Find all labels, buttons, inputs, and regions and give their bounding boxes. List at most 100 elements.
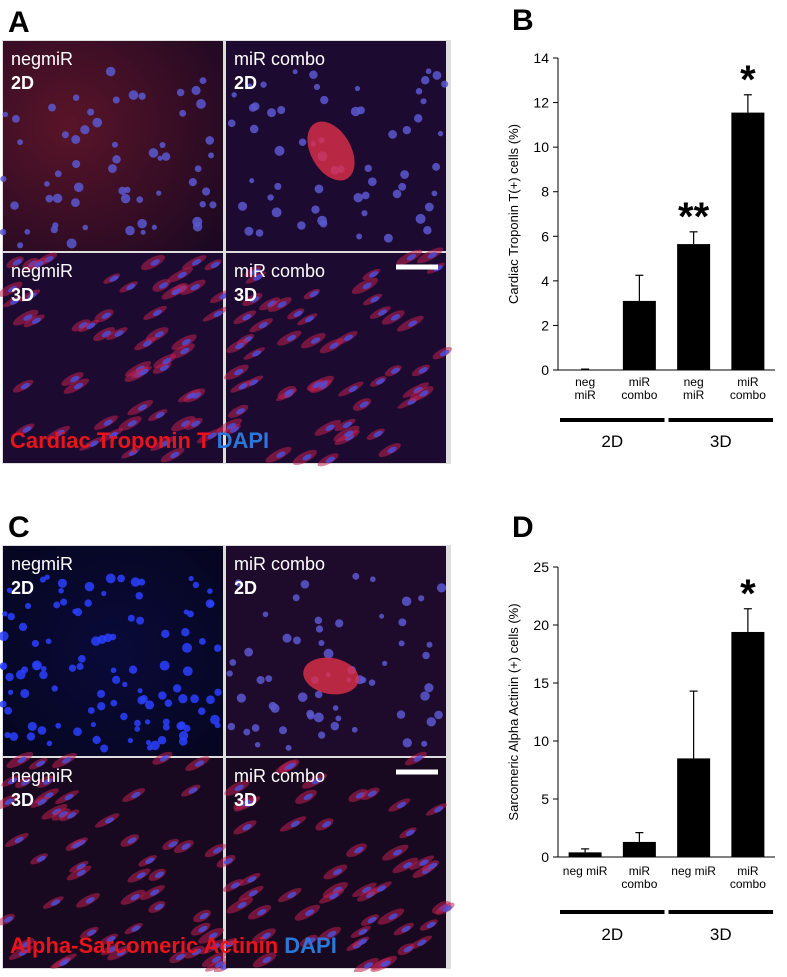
cell-nucleus [315,617,322,624]
cell-nucleus [432,163,440,171]
cell-nucleus [320,220,328,228]
cell-nucleus [368,177,377,186]
y-tick-label: 8 [541,184,549,200]
cell-nucleus [426,68,432,74]
cell-nucleus [100,744,108,752]
cell-nucleus [5,673,13,681]
cell-nucleus [279,726,287,734]
cell-nucleus [141,230,146,235]
cell-nucleus [441,81,448,88]
stain-caption: Alpha-Sarcomeric Actinin DAPI [10,933,337,958]
cell-nucleus [200,201,206,207]
cell-nucleus [108,164,117,173]
y-tick-label: 0 [541,849,549,865]
y-tick-label: 4 [541,273,549,289]
cell-nucleus [162,152,170,160]
cell-nucleus [88,707,95,714]
cell-nucleus [112,676,120,684]
bar [731,632,764,857]
cell-nucleus [199,638,206,645]
cell-nucleus [58,588,63,593]
cell-nucleus [215,722,221,728]
cell-nucleus [306,710,314,718]
cell-nucleus [272,207,282,217]
bar [677,758,710,857]
cell-nucleus [28,722,37,731]
cell-nucleus [265,675,272,682]
cell-nucleus [403,738,412,747]
cell-nucleus [198,707,206,715]
cell-nucleus [113,96,120,103]
cell-nucleus [44,181,50,187]
cell-nucleus [370,576,376,582]
cell-nucleus [293,594,300,601]
cell-nucleus [402,597,412,607]
condition-label: miR combo [234,49,325,69]
cell-nucleus [160,142,166,148]
cell-nucleus [193,582,199,588]
dimension-label: 3D [234,285,257,305]
cell-nucleus [237,693,246,702]
y-axis-label: Sarcomeric Alpha Actinin (+) cells (%) [506,603,521,820]
cell-nucleus [362,192,370,200]
cell-nucleus [398,183,406,191]
bar [677,244,710,370]
panel-letter: C [8,511,30,544]
significance-marker: * [740,572,756,616]
x-tick-label: neg miR [563,864,608,878]
cell-nucleus [311,205,319,213]
cell-nucleus [379,614,384,619]
cell-nucleus [382,661,387,666]
cell-nucleus [165,699,173,707]
cell-nucleus [47,741,52,746]
cell-nucleus [335,715,341,721]
cell-nucleus [275,146,285,156]
cell-nucleus [434,711,443,720]
cell-nucleus [106,574,116,584]
cell-nucleus [19,623,27,631]
y-tick-label: 0 [541,362,549,378]
cell-nucleus [298,692,308,702]
cell-nucleus [293,636,301,644]
cell-nucleus [228,723,235,730]
cell-nucleus [60,599,67,606]
cell-nucleus [82,225,88,231]
cell-nucleus [158,691,166,699]
cell-nucleus [196,99,206,109]
y-tick-label: 6 [541,228,549,244]
cell-nucleus [238,202,247,211]
cell-nucleus [274,183,281,190]
cell-nucleus [46,638,52,644]
cell-nucleus [229,659,236,666]
cell-nucleus [67,238,77,248]
cell-nucleus [184,609,189,614]
dimension-label: 2D [11,73,34,93]
cell-nucleus [48,104,56,112]
cell-nucleus [333,705,339,711]
cell-nucleus [189,576,194,581]
cell-nucleus [110,700,117,707]
cell-nucleus [128,738,133,743]
cell-nucleus [158,156,163,161]
cell-nucleus [55,170,62,177]
cell-nucleus [207,588,213,594]
cell-nucleus [433,71,442,80]
cell-nucleus [177,89,185,97]
cell-nucleus [3,112,8,117]
x-tick-label: neg miR [671,864,716,878]
cell-nucleus [309,71,317,79]
cell-nucleus [437,583,446,592]
cell-nucleus [257,676,265,684]
cell-nucleus [255,742,261,748]
cell-nucleus [161,630,169,638]
cell-nucleus [388,130,397,139]
cell-nucleus [365,165,372,172]
cell-nucleus [101,591,106,596]
cell-nucleus [249,178,254,183]
cell-nucleus [206,695,215,704]
condition-label: negmiR [11,49,73,69]
significance-marker: ** [678,195,710,239]
